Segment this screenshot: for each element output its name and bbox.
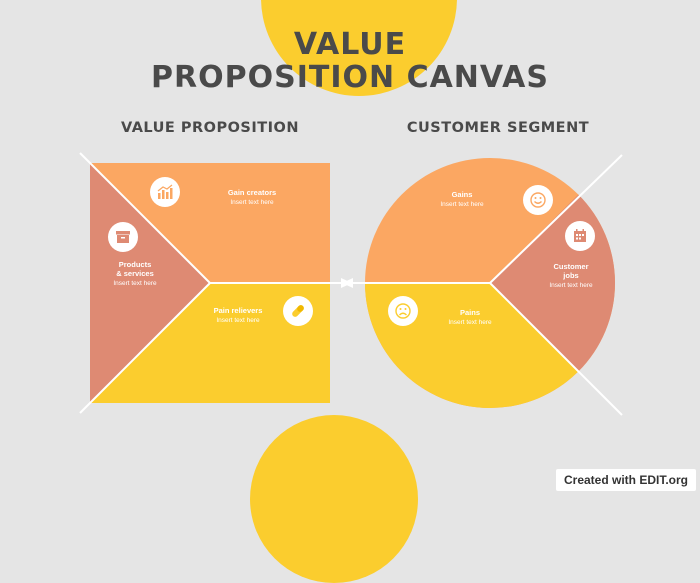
customer-jobs-label: Customer jobs Insert text here (536, 262, 606, 290)
customer-jobs-title-line1: Customer (553, 262, 589, 271)
gain-creators-label: Gain creators Insert text here (210, 188, 294, 207)
customer-jobs-text: Insert text here (549, 282, 593, 289)
calendar-icon (565, 221, 595, 251)
pain-relievers-label: Pain relievers Insert text here (196, 306, 280, 325)
products-services-title-line1: Products (118, 260, 152, 269)
customer-jobs-title-line2: jobs (563, 271, 579, 280)
smiley-icon (523, 185, 553, 215)
gains-text: Insert text here (440, 201, 484, 208)
pain-relievers-title: Pain relievers (213, 306, 263, 315)
products-services-text: Insert text here (113, 280, 157, 287)
gains-label: Gains Insert text here (420, 190, 504, 209)
gain-creators-text: Insert text here (230, 199, 274, 206)
customer-segment-heading: CUSTOMER SEGMENT (406, 120, 590, 136)
page-title-line1: VALUE (293, 27, 407, 62)
canvas-diagram (79, 152, 623, 416)
gains-title: Gains (451, 190, 473, 199)
page-title-line2: PROPOSITION CANVAS (151, 60, 549, 95)
arrow-left-icon (342, 278, 353, 288)
pains-label: Pains Insert text here (428, 308, 512, 327)
products-services-title-line2: & services (116, 269, 154, 278)
pain-relievers-text: Insert text here (216, 317, 260, 324)
customer-jobs-region (490, 183, 615, 383)
pains-text: Insert text here (448, 319, 492, 326)
value-proposition-heading: VALUE PROPOSITION (120, 120, 300, 136)
box-icon (108, 222, 138, 252)
footer-badge[interactable]: Created with EDIT.org (555, 469, 696, 491)
products-services-label: Products & services Insert text here (100, 260, 170, 288)
sad-face-icon (388, 296, 418, 326)
pain-relievers-region (90, 283, 330, 403)
chart-icon (150, 177, 180, 207)
gain-creators-title: Gain creators (227, 188, 277, 197)
pill-icon (283, 296, 313, 326)
pains-title: Pains (459, 308, 480, 317)
